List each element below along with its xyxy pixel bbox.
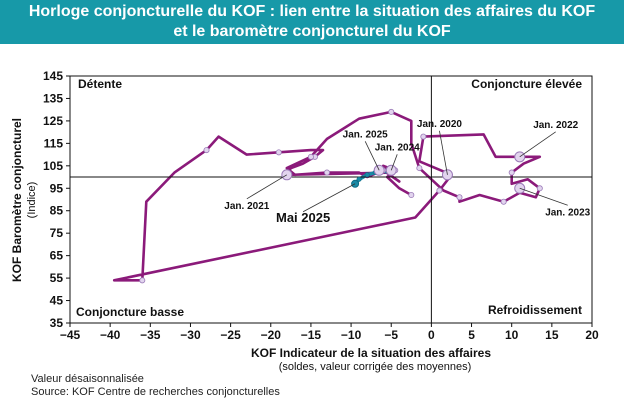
quadrant-label-top-right: Conjoncture élevée bbox=[471, 77, 582, 91]
callout-leader bbox=[364, 141, 380, 171]
callout-label: Jan. 2022 bbox=[533, 120, 578, 131]
x-tick-label: −30 bbox=[180, 328, 201, 342]
data-point bbox=[388, 108, 395, 115]
x-tick-label: −20 bbox=[261, 328, 282, 342]
data-point-recent bbox=[356, 176, 362, 182]
x-tick-label: 15 bbox=[545, 328, 559, 342]
header-banner: Horloge conjoncturelle du KOF : lien ent… bbox=[0, 0, 624, 44]
x-tick-label: 0 bbox=[428, 328, 435, 342]
callout-leader bbox=[519, 131, 556, 158]
data-point bbox=[436, 187, 443, 194]
callout-leader bbox=[519, 187, 568, 206]
data-point bbox=[536, 185, 543, 192]
x-tick-label: −35 bbox=[140, 328, 161, 342]
data-point bbox=[508, 169, 515, 176]
y-tick-label: 45 bbox=[50, 294, 64, 308]
y-axis-label: KOF Baromètre conjoncturel bbox=[10, 118, 24, 282]
series-layer bbox=[112, 110, 542, 282]
y-tick-label: 95 bbox=[50, 181, 64, 195]
callout-leader bbox=[390, 154, 398, 171]
title-line-1: Horloge conjoncturelle du KOF : lien ent… bbox=[28, 3, 596, 20]
callout-label: Jan. 2024 bbox=[375, 142, 420, 153]
callout-label: Jan. 2025 bbox=[343, 129, 388, 140]
y-tick-label: 75 bbox=[50, 226, 64, 240]
x-tick-label: −45 bbox=[60, 328, 81, 342]
y-tick-label: 145 bbox=[43, 69, 63, 83]
x-tick-label: 10 bbox=[505, 328, 519, 342]
data-point bbox=[416, 165, 423, 172]
x-tick-label: −5 bbox=[384, 328, 398, 342]
quadrant-label-top-left: Détente bbox=[78, 77, 122, 91]
x-tick-label: −25 bbox=[220, 328, 241, 342]
footnote-seasonal: Valeur désaisonnalisée bbox=[31, 373, 144, 385]
data-point bbox=[420, 133, 427, 140]
callout-label: Jan. 2021 bbox=[224, 201, 269, 212]
callout-leader bbox=[302, 183, 356, 213]
data-point bbox=[203, 147, 210, 154]
data-point bbox=[275, 149, 282, 156]
reference-lines bbox=[70, 76, 592, 323]
x-tick-label: −15 bbox=[301, 328, 322, 342]
callouts-layer: Jan. 2020 Jan. 2021 Jan. 2022 Jan. 2023 Jan.… bbox=[224, 119, 590, 225]
data-point bbox=[323, 169, 330, 176]
y-tick-label: 35 bbox=[50, 316, 64, 330]
data-point bbox=[456, 194, 463, 201]
y-tick-label: 135 bbox=[43, 91, 63, 105]
data-point bbox=[139, 277, 146, 284]
x-tick-label: −40 bbox=[100, 328, 121, 342]
data-point bbox=[408, 192, 415, 199]
callout-label: Jan. 2020 bbox=[417, 119, 462, 130]
callout-leader bbox=[246, 174, 288, 200]
y-tick-label: 85 bbox=[50, 204, 64, 218]
callout-leader bbox=[439, 130, 448, 175]
y-tick-label: 115 bbox=[44, 136, 64, 150]
data-point bbox=[500, 198, 507, 205]
x-axis-sublabel: (soldes, valeur corrigée des moyennes) bbox=[279, 361, 472, 373]
x-tick-label: 20 bbox=[585, 328, 599, 342]
callout-label: Mai 2025 bbox=[276, 210, 330, 225]
plot-frame bbox=[69, 75, 593, 324]
footnote-source: Source: KOF Centre de recherches conjonc… bbox=[31, 386, 280, 398]
history-series-line bbox=[112, 110, 542, 282]
ticks-layer: −45 −40 −35 −30 −25 −20 −15 −10 −5 0 5 10 15 20 35 45 55… bbox=[43, 69, 599, 342]
y-tick-label: 65 bbox=[50, 249, 64, 263]
title-line-2: et le baromètre conjoncturel du KOF bbox=[173, 23, 451, 40]
callout-label: Jan. 2023 bbox=[545, 207, 590, 218]
y-tick-label: 55 bbox=[50, 271, 64, 285]
y-tick-label: 105 bbox=[43, 159, 63, 173]
data-point bbox=[307, 153, 314, 160]
y-axis-sublabel: (Indice) bbox=[26, 182, 38, 219]
x-tick-label: −10 bbox=[341, 328, 362, 342]
kof-clock-chart: Jan. 2020 Jan. 2021 Jan. 2022 Jan. 2023 Jan.… bbox=[10, 69, 599, 373]
quadrant-label-bottom-left: Conjoncture basse bbox=[76, 305, 184, 319]
x-axis-label: KOF Indicateur de la situation des affai… bbox=[251, 346, 491, 360]
quadrant-label-bottom-right: Refroidissement bbox=[488, 303, 582, 317]
x-tick-label: 5 bbox=[468, 328, 475, 342]
y-tick-label: 125 bbox=[43, 114, 63, 128]
data-point-recent bbox=[364, 172, 370, 178]
